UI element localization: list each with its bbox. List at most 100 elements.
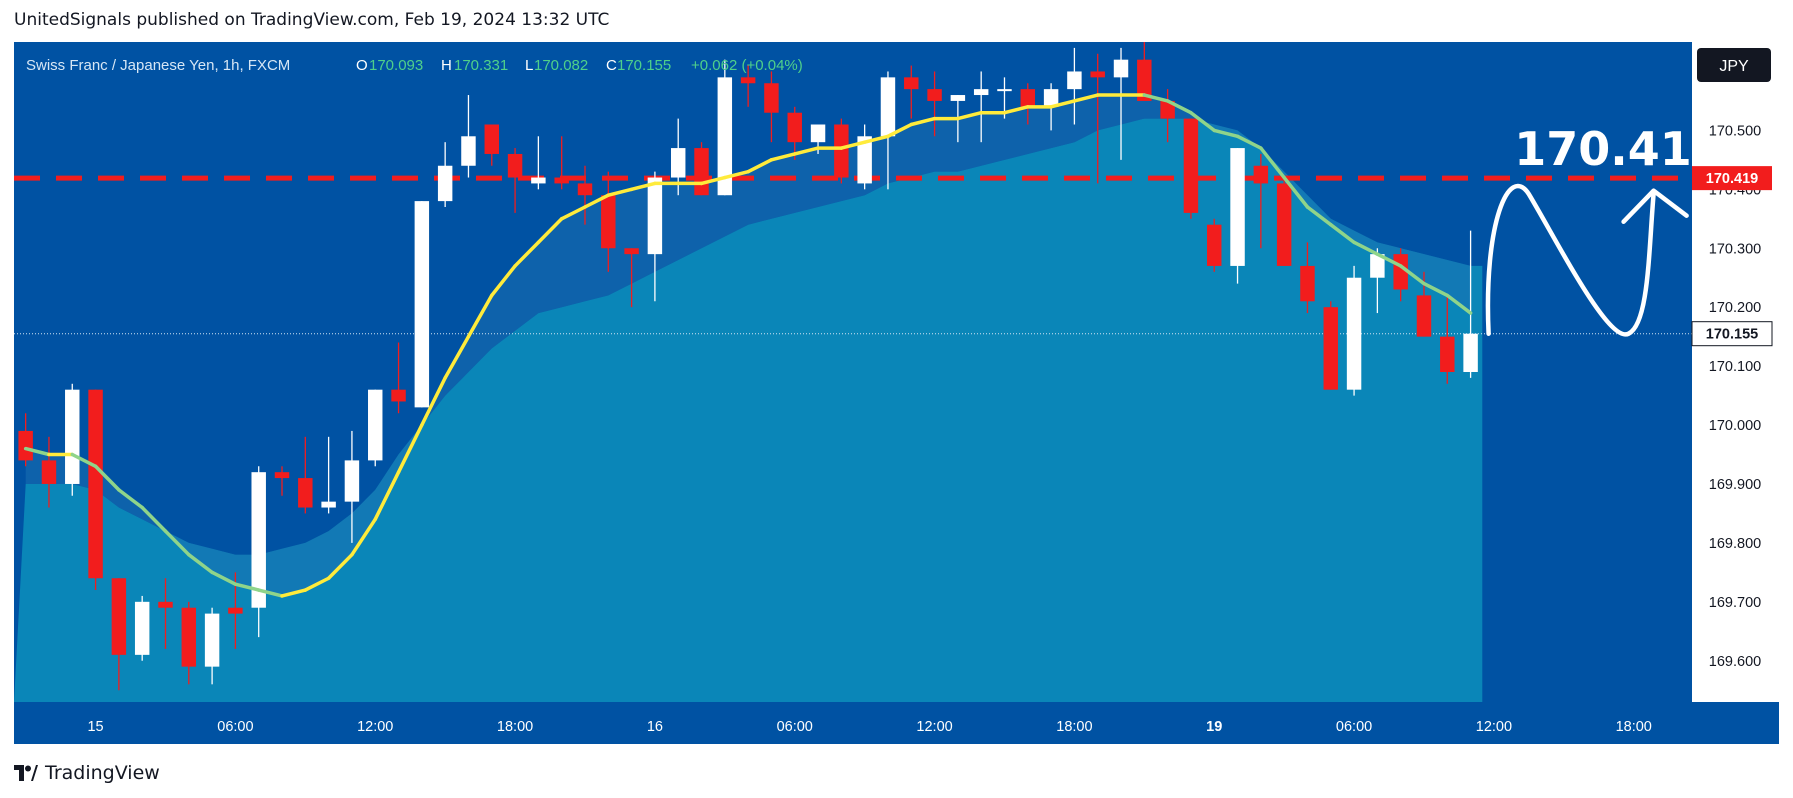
candle[interactable] (1230, 148, 1245, 284)
candle[interactable] (1160, 89, 1175, 143)
projection-wave-arrow (1485, 183, 1656, 337)
price-axis[interactable]: 170.500170.400170.300170.200170.100170.0… (1691, 123, 1773, 670)
candle[interactable] (927, 71, 942, 137)
candle[interactable] (1253, 153, 1269, 249)
fast-ma-segment (350, 517, 377, 557)
candle-body (717, 77, 733, 196)
candle[interactable] (1067, 47, 1082, 125)
candle[interactable] (391, 342, 406, 414)
fast-ma-segment (862, 134, 890, 144)
candle[interactable] (321, 436, 336, 514)
time-axis[interactable]: 15 06:00 12:00 18:00 16 06:00 12:00 18:00 19 06:0… (87, 719, 1651, 735)
fast-ma-segment (839, 140, 867, 150)
candle-body (344, 460, 360, 502)
candle[interactable] (274, 466, 290, 496)
candle[interactable] (857, 124, 872, 190)
candle[interactable] (204, 607, 220, 685)
candle[interactable] (41, 436, 57, 508)
candle[interactable] (973, 71, 989, 143)
candle[interactable] (507, 148, 523, 213)
candle-body (111, 578, 127, 655)
price-tick-label: 169.600 (1709, 654, 1761, 670)
fast-ma-segment (466, 293, 494, 339)
fast-ma-segment (699, 175, 727, 186)
candle[interactable] (484, 124, 499, 166)
fast-ma-segment (373, 470, 401, 522)
time-tick-label: 06:00 (217, 719, 253, 735)
time-tick-label: 12:00 (1476, 719, 1512, 735)
candle[interactable] (1137, 42, 1152, 101)
time-tick-label: 18:00 (1616, 719, 1652, 735)
candle[interactable] (740, 65, 756, 107)
candle[interactable] (1440, 295, 1455, 384)
candle[interactable] (111, 578, 127, 691)
candle[interactable] (624, 248, 639, 308)
candle[interactable] (717, 59, 733, 196)
candle[interactable] (134, 595, 150, 661)
candle[interactable] (904, 65, 919, 119)
candle[interactable] (368, 389, 383, 467)
fast-ma-segment (1212, 128, 1240, 139)
candle[interactable] (601, 171, 616, 272)
candle[interactable] (1020, 83, 1036, 125)
time-tick-label: 06:00 (1336, 719, 1372, 735)
candle-body (973, 89, 989, 96)
fast-ma-segment (909, 116, 937, 127)
candle[interactable] (787, 106, 802, 160)
legend-c-label: C (606, 57, 617, 74)
candle[interactable] (88, 389, 103, 591)
candle-body (670, 148, 686, 178)
candle-body (554, 177, 569, 184)
candle-body (904, 77, 919, 90)
legend-l-label: L (525, 57, 533, 74)
candle[interactable] (461, 95, 476, 178)
candle[interactable] (1323, 301, 1338, 390)
time-tick-label: 19 (1206, 719, 1222, 735)
candle[interactable] (1183, 118, 1199, 219)
candle[interactable] (414, 201, 430, 408)
candle[interactable] (65, 383, 80, 496)
tradingview-logo[interactable]: TradingView (14, 762, 160, 784)
candle-body (391, 389, 406, 402)
fast-ma-segment (210, 570, 238, 586)
candle[interactable] (344, 430, 360, 543)
candle[interactable] (181, 601, 197, 685)
candle[interactable] (764, 71, 779, 143)
fast-ma-segment (746, 158, 774, 174)
candle[interactable] (1276, 177, 1292, 266)
candle[interactable] (1113, 47, 1129, 160)
candle[interactable] (1207, 218, 1222, 272)
candle[interactable] (1463, 230, 1478, 378)
currency-badge[interactable]: JPY (1697, 48, 1771, 82)
candle[interactable] (694, 142, 709, 196)
candles-layer (18, 42, 1478, 691)
candle[interactable] (1300, 242, 1315, 314)
candle[interactable] (577, 165, 593, 225)
candle[interactable] (1370, 248, 1385, 314)
candle-body (764, 83, 779, 113)
time-tick-label: 18:00 (1056, 719, 1092, 735)
candle[interactable] (531, 136, 546, 190)
candle[interactable] (18, 413, 33, 467)
candle[interactable] (1090, 53, 1105, 184)
candle[interactable] (880, 71, 896, 190)
fast-ma-segment (1375, 252, 1403, 268)
candle[interactable] (554, 136, 569, 190)
candle[interactable] (834, 118, 849, 184)
legend-h-label: H (441, 57, 452, 74)
candle[interactable] (158, 578, 173, 649)
candle[interactable] (647, 171, 663, 302)
fast-ma-segment (396, 423, 424, 474)
fast-ma-segment (256, 588, 284, 598)
candle[interactable] (298, 436, 313, 514)
candle[interactable] (437, 142, 453, 207)
candle-body (65, 389, 80, 484)
fast-ma-segment (1165, 99, 1193, 115)
fast-ma-segment (93, 464, 121, 492)
candle[interactable] (251, 466, 266, 638)
candle[interactable] (1346, 265, 1362, 396)
candle-body (1416, 295, 1432, 337)
candle-body (181, 607, 197, 667)
legend-o-label: O (356, 57, 368, 74)
price-tick-label: 170.100 (1709, 359, 1761, 375)
